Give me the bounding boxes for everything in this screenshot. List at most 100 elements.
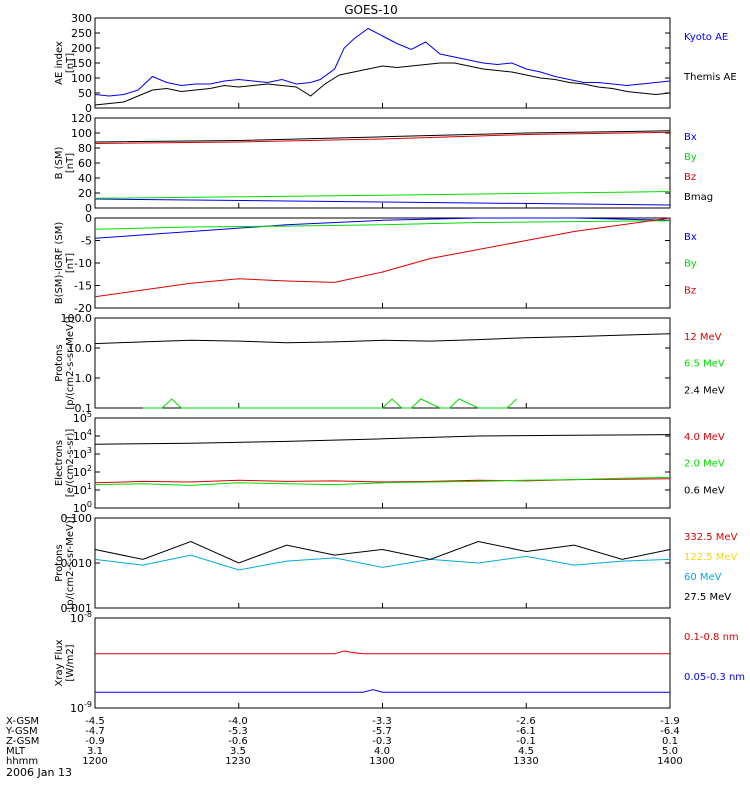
date-label: 2006 Jan 13	[6, 766, 72, 779]
footer-value: -4.0	[228, 716, 248, 727]
footer-value: 3.1	[87, 746, 103, 757]
legend-entry: 60 MeV	[684, 572, 722, 583]
footer-row-label: MLT	[6, 746, 26, 757]
legend-entry: Kyoto AE	[684, 32, 728, 43]
legend-entry: 2.0 MeV	[684, 459, 725, 470]
y-tick-label: -5	[81, 235, 92, 248]
footer-row-label: Z-GSM	[6, 736, 39, 747]
legend-entry: Themis AE	[683, 72, 737, 83]
panel-frame	[94, 117, 671, 209]
legend-entry: Bx	[684, 232, 697, 243]
series-line	[94, 476, 671, 486]
y-axis-label: Xray Flux[W/m2]	[54, 639, 76, 686]
y-axis-label: Electrons[e/(cm2-s-sr)]	[54, 429, 76, 498]
footer-value: -5.3	[228, 726, 248, 737]
footer-value: -0.1	[516, 736, 536, 747]
series-line	[94, 220, 671, 230]
series-line	[94, 217, 671, 239]
series-line	[95, 650, 670, 655]
legend-entry: Bx	[684, 132, 697, 143]
legend-entry: 2.4 MeV	[684, 385, 725, 396]
y-tick-label: 0.1	[75, 402, 93, 415]
legend-entry: By	[684, 259, 697, 270]
y-tick-label: 10-9	[70, 700, 92, 715]
panel-2: 0 20 40 60 80 100 120 B (SM)[nT] Bx By Bz Bmag	[54, 112, 713, 215]
footer-value: -3.3	[372, 716, 392, 727]
series-line	[94, 554, 671, 571]
panel-7: 10-9 10-8 Xray Flux[W/m2] 0.1-0.8 nm 0.05-0.…	[54, 610, 745, 715]
y-tick-label: 105	[73, 410, 92, 425]
y-tick-label: 60	[78, 157, 92, 170]
legend-entry: 122.5 MeV	[684, 552, 738, 563]
footer-value: -0.6	[228, 736, 248, 747]
legend-entry: 0.05-0.3 nm	[684, 672, 745, 683]
y-tick-label: 20	[78, 187, 92, 200]
y-tick-label: -20	[74, 302, 92, 315]
legend-entry: 4.0 MeV	[684, 432, 725, 443]
legend-entry: 332.5 MeV	[684, 532, 738, 543]
panel-frame	[94, 517, 671, 609]
y-tick-label: 250	[71, 27, 92, 40]
y-tick-label: 100.0	[61, 312, 93, 325]
legend-entry: 0.1-0.8 nm	[684, 632, 739, 643]
y-tick-label: 200	[71, 42, 92, 55]
y-tick-label: -15	[74, 280, 92, 293]
footer-value: 3.5	[230, 746, 246, 757]
panel-4: 0.1 1.0 10.0 100.0Protons[p/(cm2-s-sr-MeV)]…	[54, 312, 725, 415]
y-tick-label: 50	[78, 87, 92, 100]
y-tick-label: 100	[71, 127, 92, 140]
series-line	[142, 398, 518, 409]
footer-value: -6.1	[516, 726, 536, 737]
y-tick-label: 80	[78, 142, 92, 155]
panel-frame	[94, 217, 671, 309]
panel-1: 0 50 100 150 200 250 300 AE index[nT] Kyoto AE Th…	[54, 12, 737, 115]
panel-frame	[94, 317, 671, 409]
y-tick-label: 0	[85, 102, 92, 115]
footer-value: 0.1	[662, 736, 678, 747]
legend-entry: 27.5 MeV	[684, 592, 731, 603]
footer-row-label: Y-GSM	[5, 726, 38, 737]
legend-entry: 12 MeV	[684, 332, 722, 343]
footer-value: 5.0	[662, 746, 678, 757]
footer-value: 4.5	[518, 746, 534, 757]
legend-entry: Bz	[684, 285, 696, 296]
panel-frame	[94, 617, 671, 709]
y-tick-label: 10.0	[68, 342, 93, 355]
y-axis-label: Protons[p/(cm2-s-sr-MeV)]	[54, 516, 76, 609]
y-tick-label: 120	[71, 112, 92, 125]
y-tick-label: 1.0	[75, 372, 93, 385]
panel-6: 0.001 0.010 0.100Protons[p/(cm2-s-sr-MeV)]…	[54, 512, 738, 615]
footer-row-label: hhmm	[6, 756, 38, 767]
y-axis-label: AE index[nT]	[54, 41, 76, 85]
y-axis-label: Protons[p/(cm2-s-sr-MeV)]	[54, 316, 76, 409]
y-tick-label: 0.100	[61, 512, 93, 525]
footer-value: -0.3	[372, 736, 392, 747]
footer-value: -4.5	[85, 716, 105, 727]
figure-title: GOES-10	[344, 3, 398, 17]
legend-entry: 6.5 MeV	[684, 359, 725, 370]
y-axis-label: B(SM)-IGRF (SM)[nT]	[54, 222, 76, 305]
footer-value: -1.9	[660, 716, 680, 727]
y-tick-label: 150	[71, 57, 92, 70]
footer-value: 4.0	[374, 746, 390, 757]
y-tick-label: -10	[74, 257, 92, 270]
y-tick-label: 40	[78, 172, 92, 185]
panel-3: -20 -15 -10 -5 0 B(SM)-IGRF (SM)[nT] Bx By Bz	[54, 212, 697, 315]
y-tick-label: 300	[71, 12, 92, 25]
series-line	[94, 62, 671, 106]
footer-value: 1400	[657, 756, 682, 767]
legend-entry: Bz	[684, 172, 696, 183]
series-line	[94, 217, 671, 298]
y-tick-label: 100	[71, 72, 92, 85]
footer-value: -4.7	[85, 726, 105, 737]
series-line	[94, 27, 671, 97]
footer-value: 1330	[513, 756, 538, 767]
legend-entry: 0.6 MeV	[684, 485, 725, 496]
panels: 0 50 100 150 200 250 300 AE index[nT] Kyoto AE Th…	[54, 12, 745, 715]
legend-entry: Bmag	[684, 192, 713, 203]
y-axis-label: B (SM)[nT]	[54, 146, 76, 179]
series-line	[94, 130, 671, 143]
series-line	[94, 434, 671, 445]
